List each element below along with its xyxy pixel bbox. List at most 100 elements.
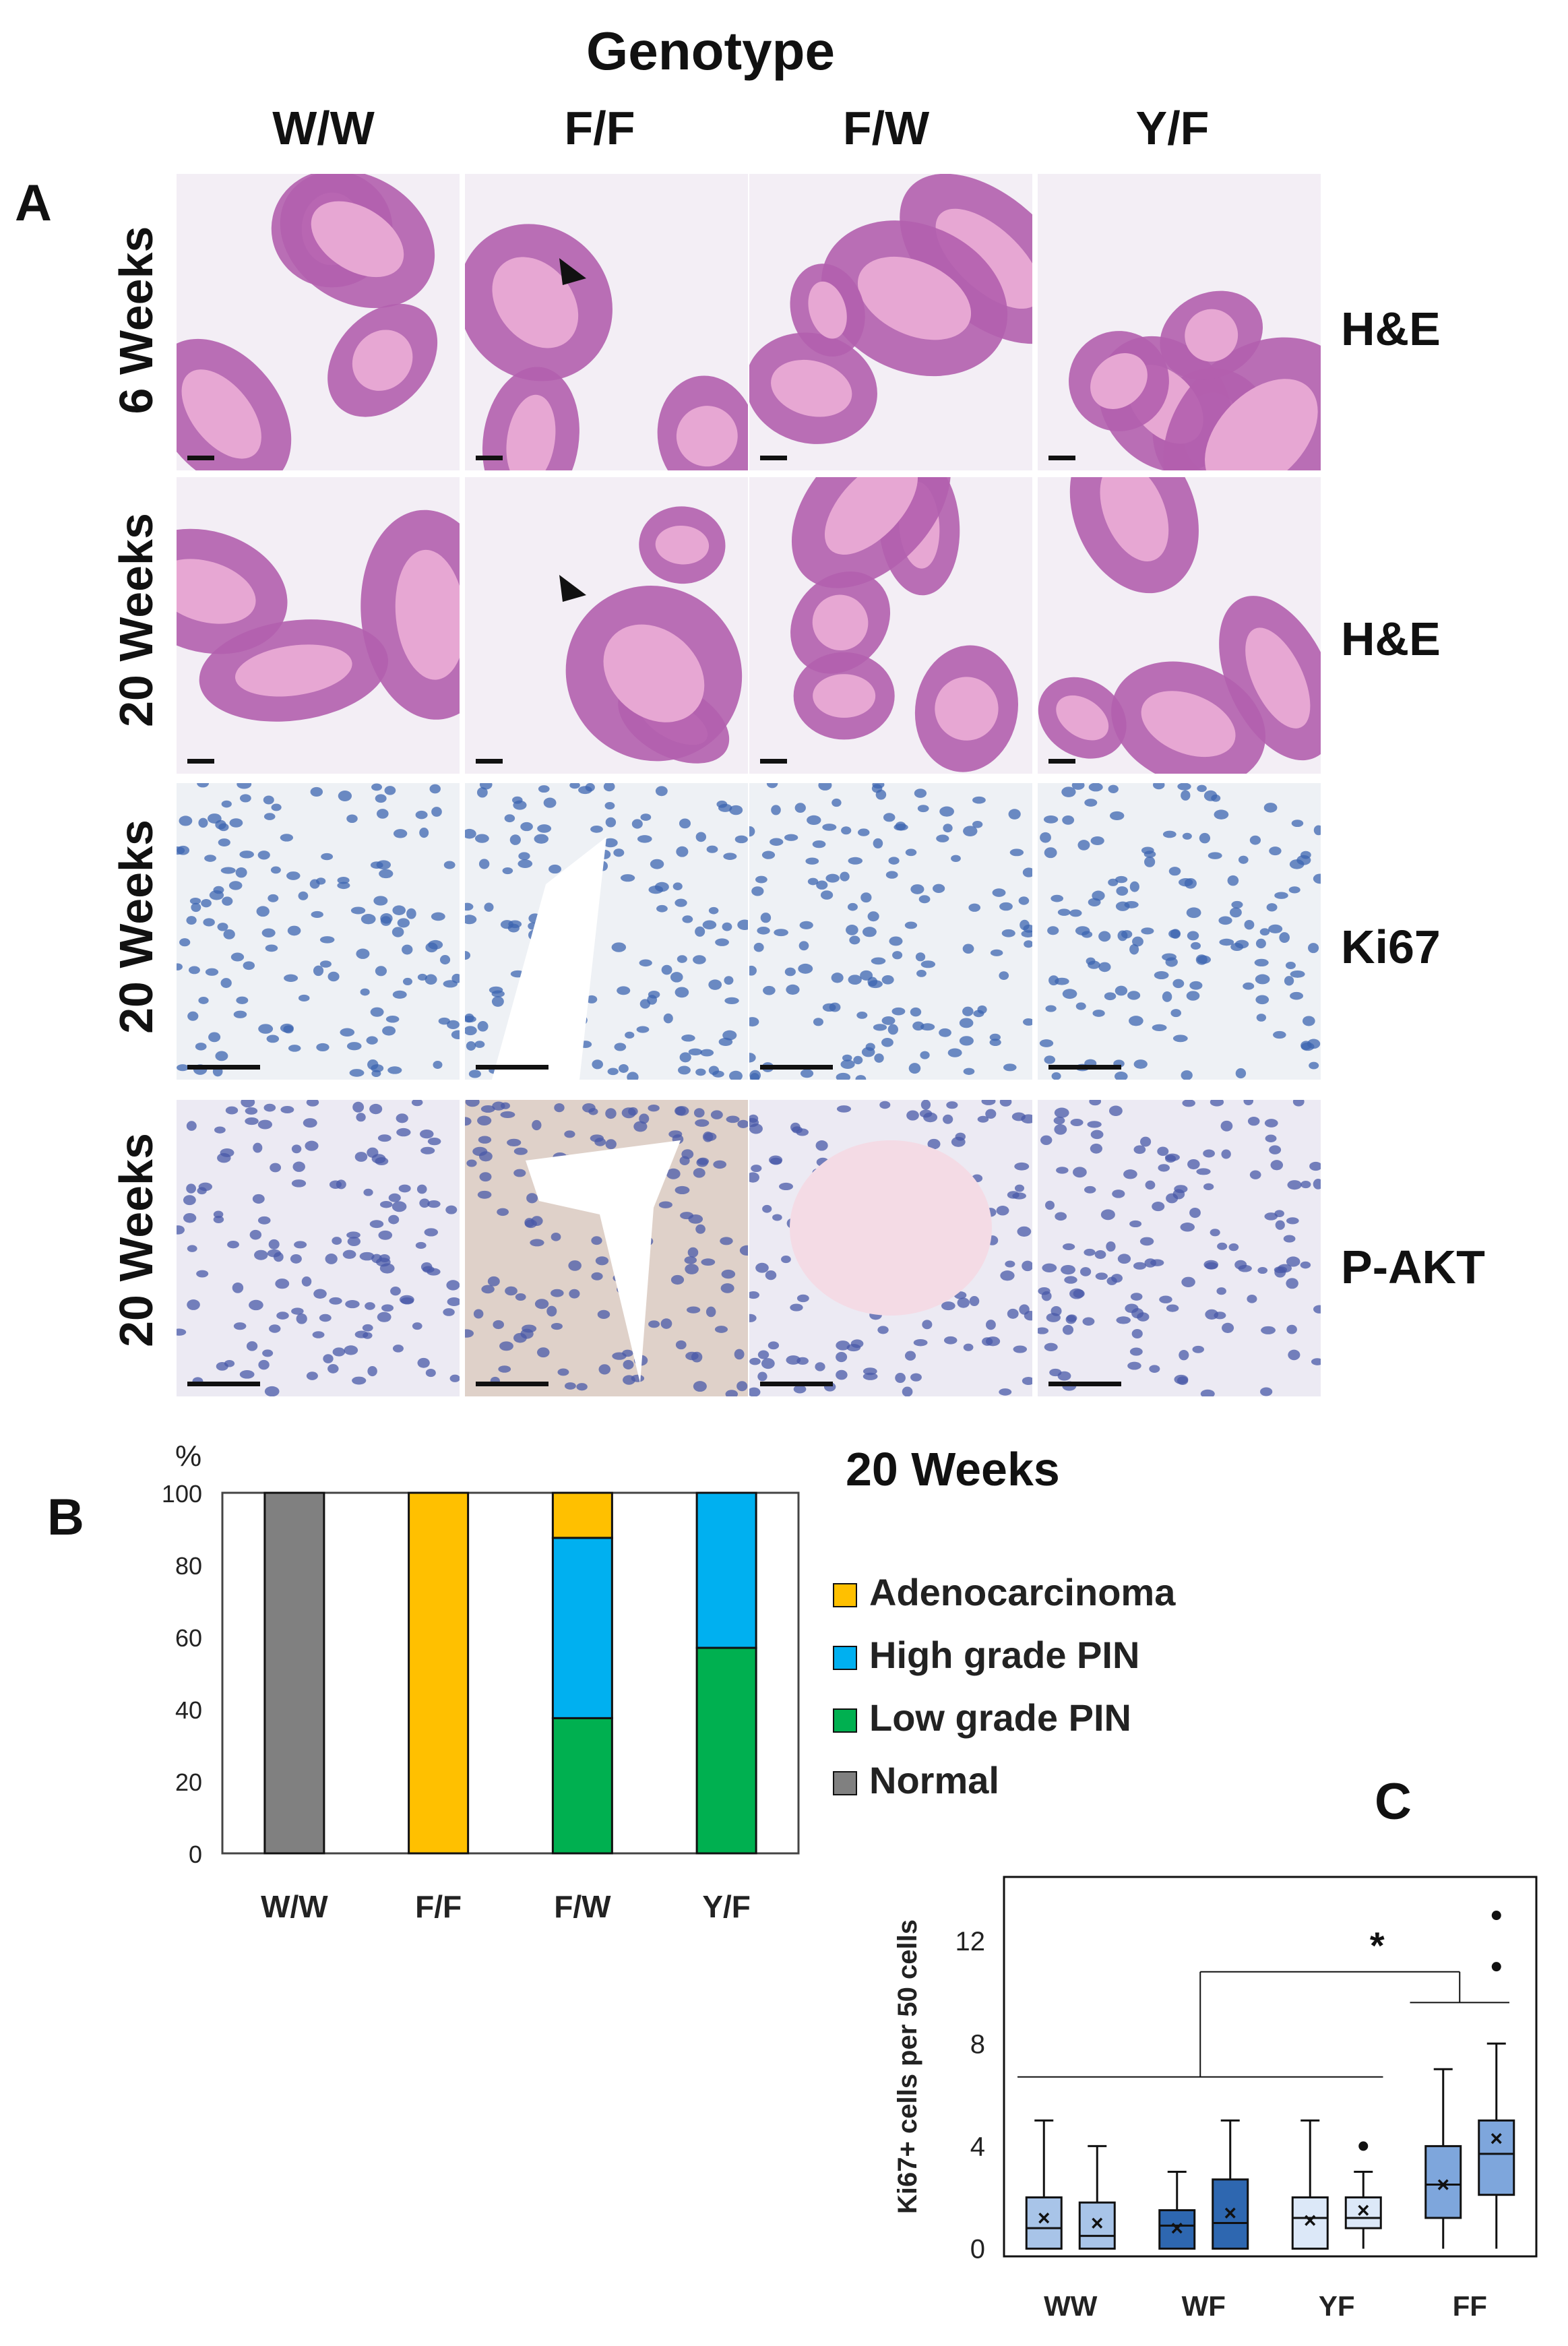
nucleus [177, 1225, 185, 1235]
nucleus [1203, 1149, 1215, 1158]
nucleus [714, 1326, 728, 1333]
nucleus [449, 1374, 460, 1382]
nucleus [1115, 875, 1128, 884]
nucleus [177, 963, 183, 970]
nucleus [1264, 1119, 1278, 1128]
nucleus [291, 1307, 304, 1315]
panel-b-title: 20 Weeks [846, 1443, 1060, 1495]
nucleus [636, 1026, 650, 1033]
gland-lumen [1185, 309, 1238, 362]
nucleus [497, 1208, 509, 1216]
y-tick-label: 100 [162, 1480, 202, 1508]
nucleus [1154, 970, 1169, 980]
nucleus [223, 929, 235, 939]
nucleus [1018, 896, 1030, 905]
micrograph-he-0-ww [177, 174, 460, 470]
nucleus [243, 961, 255, 970]
nucleus [627, 1072, 639, 1080]
nucleus [1057, 1371, 1071, 1381]
nucleus [298, 994, 310, 1002]
nucleus [477, 1021, 489, 1032]
nucleus [292, 1161, 305, 1172]
nucleus [564, 1382, 576, 1390]
nucleus [311, 910, 323, 919]
nucleus [1266, 903, 1278, 912]
nucleus [697, 1157, 710, 1165]
nucleus [346, 814, 358, 824]
nucleus [910, 884, 924, 894]
micrograph-he-1-yf [1038, 477, 1321, 774]
mean-marker: × [1170, 2216, 1183, 2240]
bar-segment-adenocarcinoma [551, 1491, 613, 1539]
nucleus [1047, 926, 1059, 935]
scale-bar [187, 456, 214, 460]
nucleus [1254, 958, 1269, 967]
nucleus [904, 921, 918, 929]
nucleus [376, 809, 389, 819]
nucleus [548, 864, 562, 874]
nucleus [1170, 1009, 1182, 1018]
nucleus [749, 1072, 760, 1080]
nucleus [379, 1254, 390, 1262]
nucleus [677, 955, 687, 963]
nucleus [728, 1070, 743, 1080]
nucleus [491, 996, 504, 1007]
nucleus [481, 1285, 495, 1294]
bar-segment-adenocarcinoma [408, 1491, 470, 1855]
nucleus [881, 1016, 896, 1025]
nucleus [1133, 1262, 1146, 1270]
nucleus [518, 859, 533, 868]
nucleus [1172, 979, 1185, 989]
nucleus [879, 1101, 891, 1109]
nucleus [1007, 1308, 1019, 1319]
nucleus [245, 1117, 259, 1125]
nucleus [1090, 1143, 1102, 1154]
nucleus [813, 1018, 823, 1026]
nucleus [955, 1132, 966, 1141]
nucleus [1313, 1305, 1321, 1314]
nucleus [1062, 815, 1075, 825]
nucleus [1139, 1136, 1152, 1147]
nucleus [607, 1068, 619, 1076]
nucleus [1132, 936, 1143, 947]
nucleus [309, 879, 320, 889]
nucleus [850, 1339, 864, 1349]
nucleus [356, 948, 370, 959]
nucleus [881, 975, 894, 985]
nucleus [734, 835, 748, 844]
nucleus [992, 888, 1006, 897]
nucleus [270, 866, 281, 874]
nucleus [969, 1296, 980, 1307]
nucleus [849, 935, 860, 945]
nucleus [269, 1324, 281, 1333]
nucleus [319, 960, 332, 968]
nucleus [1137, 1312, 1150, 1322]
nucleus [1186, 907, 1201, 919]
nucleus [479, 1172, 492, 1182]
nucleus [917, 805, 929, 813]
nucleus [406, 908, 416, 919]
lumen [790, 1140, 992, 1316]
nucleus [301, 1276, 312, 1287]
nucleus [263, 795, 274, 805]
nucleus [703, 1132, 717, 1142]
nucleus [502, 867, 513, 875]
nucleus [498, 1365, 511, 1373]
nucleus [912, 1021, 924, 1031]
nucleus [1073, 1289, 1085, 1298]
nucleus [258, 1359, 270, 1370]
nucleus [990, 949, 1003, 956]
nucleus [504, 814, 515, 823]
nucleus [846, 924, 858, 935]
nucleus [1108, 1105, 1123, 1116]
nucleus [1088, 783, 1103, 792]
nucleus [999, 971, 1009, 980]
nucleus [872, 783, 885, 789]
nucleus [675, 1106, 686, 1116]
nucleus [1189, 981, 1203, 990]
nucleus [1115, 985, 1128, 996]
nucleus [889, 936, 903, 946]
nucleus [264, 1386, 280, 1396]
nucleus [734, 1349, 745, 1360]
micrograph-ki67-2-fw [749, 783, 1032, 1080]
